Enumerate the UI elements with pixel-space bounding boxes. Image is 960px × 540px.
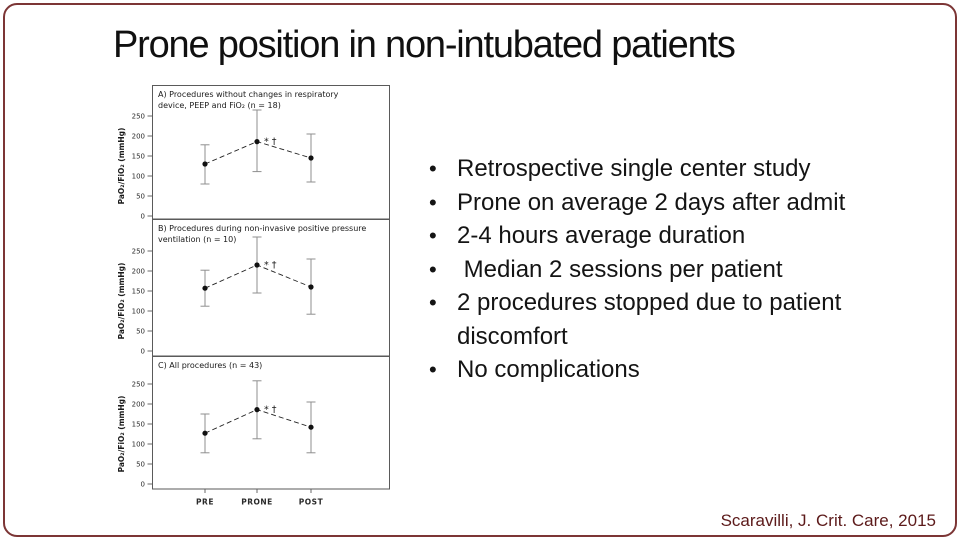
bullet-item-6: • No complications [429, 353, 891, 387]
bullet-item-4: • Median 2 sessions per patient [429, 253, 891, 287]
svg-text:100: 100 [132, 441, 145, 449]
svg-text:150: 150 [132, 421, 145, 429]
svg-text:PRONE: PRONE [241, 498, 273, 507]
svg-text:0: 0 [141, 213, 145, 220]
bullet-text: Retrospective single center study [457, 155, 811, 182]
svg-text:50: 50 [136, 328, 145, 336]
svg-text:0: 0 [141, 348, 145, 356]
svg-text:50: 50 [136, 461, 145, 469]
bullet-marker: • [429, 156, 437, 181]
panel-c-chart: 0 50 100 150 200 250 PaO₂/FiO₂ (mmHg) C) All pr… [117, 356, 390, 507]
bullet-item-1: • Retrospective single center study [429, 152, 891, 186]
svg-text:100: 100 [132, 308, 145, 316]
svg-text:250: 250 [132, 381, 145, 389]
svg-text:200: 200 [132, 133, 145, 141]
citation: Scaravilli, J. Crit. Care, 2015 [720, 511, 936, 530]
bullet-text: 2-4 hours average duration [457, 222, 746, 249]
svg-text:150: 150 [132, 153, 145, 161]
svg-text:device, PEEP and FiO₂ (n = 18): device, PEEP and FiO₂ (n = 18) [158, 101, 281, 110]
svg-text:* †: * † [264, 137, 277, 148]
svg-text:250: 250 [132, 113, 145, 121]
slide-title: Prone position in non-intubated patients [113, 24, 736, 66]
svg-text:250: 250 [132, 248, 145, 256]
svg-text:200: 200 [132, 268, 145, 276]
panel-a-chart: 0 50 100 150 200 250 PaO₂/FiO₂ (mmHg) A) Proced… [117, 85, 390, 220]
svg-text:* †: * † [264, 405, 277, 416]
svg-text:ventilation (n = 10): ventilation (n = 10) [158, 235, 236, 244]
svg-text:150: 150 [132, 288, 145, 296]
bullet-text: Median 2 sessions per patient [457, 255, 783, 283]
svg-text:50: 50 [136, 193, 145, 201]
bullet-text: Prone on average 2 days after admit [457, 188, 846, 216]
bullet-text: 2 procedures stopped due to patient disc… [457, 289, 848, 350]
bullet-marker: • [429, 223, 437, 248]
bullet-marker: • [429, 357, 437, 382]
bullet-list: • Retrospective single center study • Prone… [429, 152, 891, 387]
svg-text:0: 0 [141, 481, 145, 489]
svg-text:200: 200 [132, 401, 145, 409]
bullet-text: No complications [457, 356, 640, 383]
paofio2-figure: 0 50 100 150 200 250 PaO₂/FiO₂ (mmHg) A) Proced… [115, 85, 395, 531]
svg-text:PaO₂/FiO₂ (mmHg): PaO₂/FiO₂ (mmHg) [117, 396, 126, 473]
panel-b-chart: 0 50 100 150 200 250 PaO₂/FiO₂ (mmHg) B) Proced… [117, 219, 390, 356]
bullet-marker: • [429, 189, 437, 215]
svg-text:B) Procedures during non-invas: B) Procedures during non-invasive positi… [158, 224, 366, 233]
svg-text:C) All procedures (n = 43): C) All procedures (n = 43) [158, 361, 262, 370]
svg-text:* †: * † [264, 260, 277, 271]
svg-text:A) Procedures without changes: A) Procedures without changes in respira… [158, 90, 339, 99]
svg-text:100: 100 [132, 173, 145, 181]
bullet-item-5: • 2 procedures stopped due to patient dis… [429, 286, 891, 353]
svg-text:POST: POST [299, 498, 324, 507]
svg-text:PaO₂/FiO₂ (mmHg): PaO₂/FiO₂ (mmHg) [117, 128, 126, 205]
svg-text:PRE: PRE [196, 498, 214, 507]
svg-text:PaO₂/FiO₂ (mmHg): PaO₂/FiO₂ (mmHg) [117, 263, 126, 340]
bullet-item-2: • Prone on average 2 days after admit [429, 186, 891, 220]
bullet-item-3: • 2-4 hours average duration [429, 219, 891, 253]
bullet-marker: • [429, 256, 437, 282]
bullet-marker: • [429, 290, 437, 315]
